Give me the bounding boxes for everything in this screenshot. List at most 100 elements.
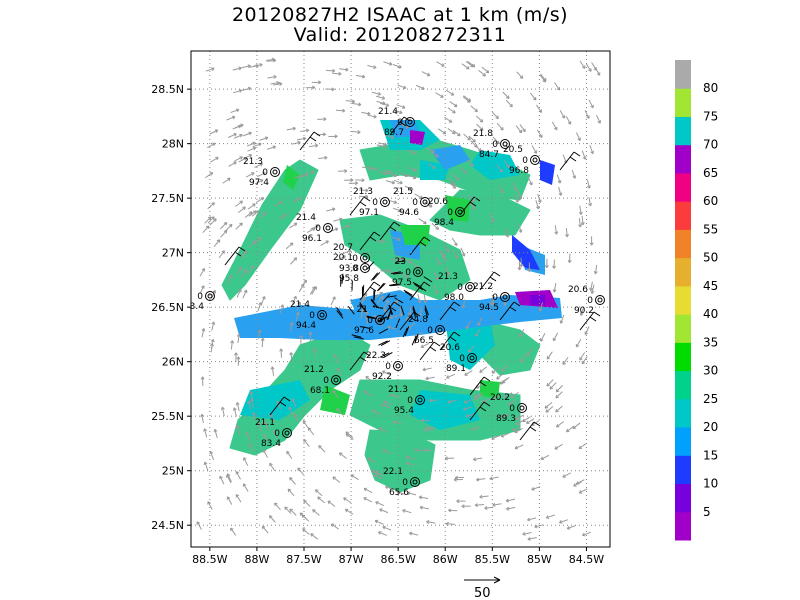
x-tick-label: 87.5W [286, 553, 321, 566]
station-label-bottom: 84.7 [479, 150, 499, 160]
station-label-mid: 0 [274, 429, 280, 439]
station-label-mid: 0 [352, 254, 358, 264]
station-label-mid: 0 [412, 198, 418, 208]
station-label-top: 21.1 [255, 418, 275, 428]
station-label-mid: 0 [509, 404, 515, 414]
station-label-top: 21 [357, 305, 368, 315]
chart-title: 20120827H2 ISAAC at 1 km (m/s) [231, 4, 569, 26]
station-label-mid: 0 [427, 326, 433, 336]
station-label-bottom: 95.4 [394, 406, 414, 416]
station-label-top: 21.8 [473, 129, 493, 139]
station-label-mid: 0 [397, 118, 403, 128]
colorbar-segment [675, 88, 691, 117]
station-label-top: 20.1 [333, 253, 353, 263]
station-label-bottom: 94.5 [479, 303, 499, 313]
station-label-top: 22.1 [383, 467, 403, 477]
y-tick-label: 26N [162, 356, 184, 369]
colorbar-label: 80 [703, 81, 718, 95]
x-tick-label: 88W [244, 553, 269, 566]
x-tick-label: 84.5W [569, 553, 604, 566]
station-label-top: 21.2 [304, 365, 324, 375]
station-label-mid: 0 [262, 168, 268, 178]
station-label-bottom: 92.2 [372, 372, 392, 382]
colorbar-segment [675, 483, 691, 513]
station-label-bottom: 93.8 [339, 264, 359, 274]
colorbar-label: 65 [703, 166, 718, 180]
station-label-top: 21.3 [388, 385, 408, 395]
x-tick-label: 88.5W [192, 553, 227, 566]
colorbar-label: 10 [703, 477, 718, 491]
y-tick-label: 28.5N [151, 83, 184, 96]
colorbar-label: 25 [703, 392, 718, 406]
station-label-mid: 0 [522, 156, 528, 166]
station-label-mid: 0 [197, 292, 203, 302]
station-label-top: 21.3 [438, 272, 458, 282]
x-axis-ticks: 88.5W 88W 87.5W 87W 86.5W 86W 85.5W 85W 84.5W [192, 547, 604, 566]
colorbar-segment [675, 342, 691, 372]
colorbar-label: 30 [703, 364, 718, 378]
station-label-mid: 0 [367, 316, 373, 326]
station-label-bottom: 98.4 [434, 218, 454, 228]
y-tick-label: 26.5N [151, 301, 184, 314]
station-label-mid: 0 [309, 311, 315, 321]
x-tick-label: 86W [433, 553, 458, 566]
colorbar-label: 45 [703, 279, 718, 293]
station-label-bottom: 68.1 [310, 386, 330, 396]
station-label-mid: 0 [315, 224, 321, 234]
colorbar-label: 20 [703, 420, 718, 434]
colorbar-label: 50 [703, 251, 718, 265]
station-label-mid: 0 [385, 362, 391, 372]
station-label-mid: 0 [323, 376, 329, 386]
station-label-bottom: 94.4 [296, 321, 316, 331]
colorbar-label: 55 [703, 222, 718, 236]
x-tick-label: 86.5W [380, 553, 415, 566]
station-label-bottom: 98.0 [444, 293, 464, 303]
station-label-top: 20.6 [568, 285, 588, 295]
station-label-bottom: 83.4 [261, 439, 281, 449]
station-label-mid: 0 [492, 140, 498, 150]
station-label-top: 21.2 [473, 282, 493, 292]
station-label-bottom: 89.1 [446, 364, 466, 374]
station-label-bottom: 89.7 [384, 128, 404, 138]
station-label-bottom: 3.4 [190, 302, 205, 312]
station-label-bottom: 97.4 [249, 178, 269, 188]
station-label-top: 21.4 [290, 300, 310, 310]
station-label-bottom: 96.8 [509, 166, 529, 176]
x-tick-label: 85.5W [475, 553, 510, 566]
station-label-top: 21.3 [243, 157, 263, 167]
colorbar-segment [675, 455, 691, 485]
y-tick-label: 25.5N [151, 410, 184, 423]
colorbar-label: 60 [703, 194, 718, 208]
station-label-top: 20.6 [428, 197, 448, 207]
station-label-mid: 0 [405, 268, 411, 278]
station-label-mid: 0 [492, 293, 498, 303]
colorbar-segment [675, 144, 691, 174]
station-label-bottom: 97.6 [354, 326, 374, 336]
station-label-mid: 0 [372, 198, 378, 208]
station-label-bottom: 65.6 [389, 488, 409, 498]
reference-vector: 50 [464, 576, 501, 600]
colorbar-segment [675, 398, 691, 428]
colorbar-label: 35 [703, 335, 718, 349]
colorbar-segment [675, 427, 691, 456]
station-label-top: 24.8 [408, 315, 428, 325]
